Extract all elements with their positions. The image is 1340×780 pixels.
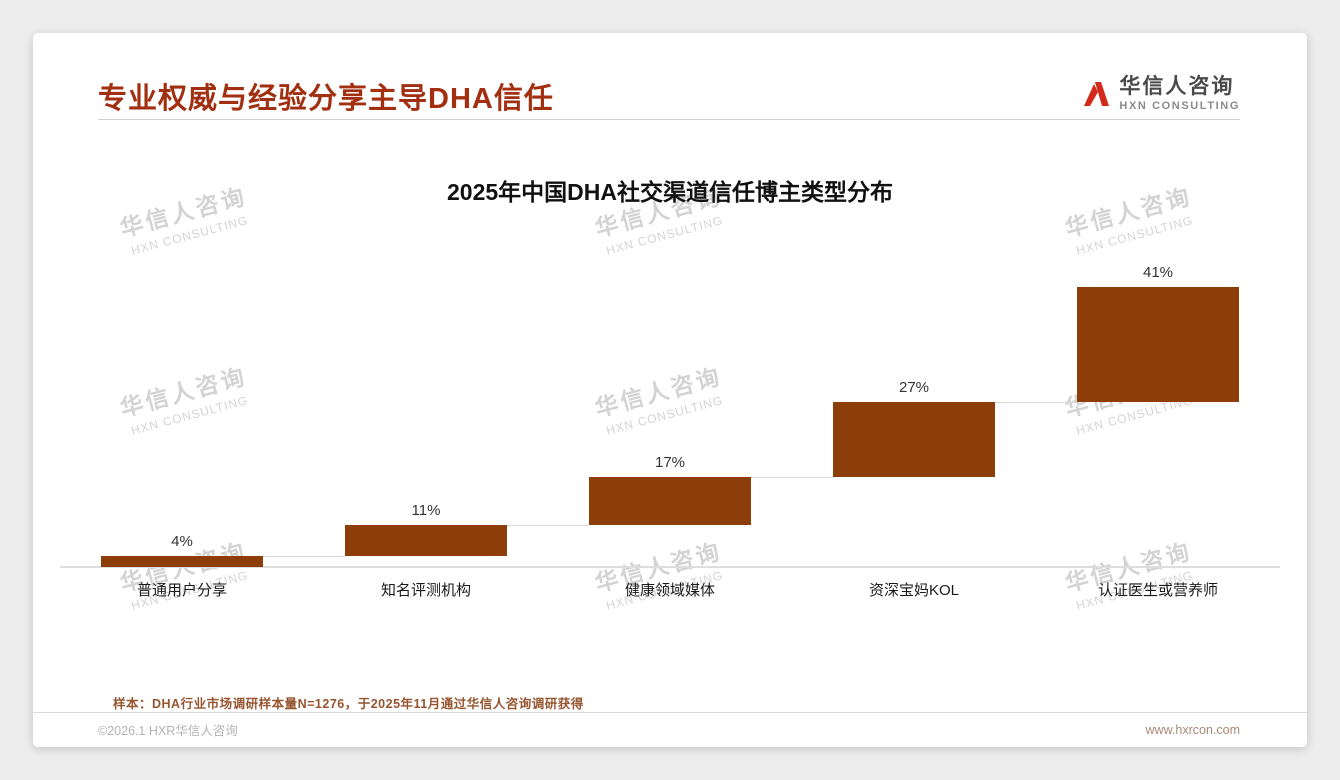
sample-note: 样本：DHA行业市场调研样本量N=1276，于2025年11月通过华信人咨询调研… bbox=[113, 697, 584, 711]
category-label-3: 资深宝妈KOL bbox=[868, 582, 959, 599]
category-label-2: 健康领域媒体 bbox=[624, 582, 715, 599]
value-label-2: 17% bbox=[654, 454, 686, 472]
slide-card: 华信人咨询 HXN CONSULTING 华信人咨询 HXN CONSULTING 华信… bbox=[33, 33, 1307, 747]
chart-title: 2025年中国DHA社交渠道信任博主类型分布 bbox=[447, 179, 893, 205]
brand-name: 华信人咨询 bbox=[1119, 75, 1235, 98]
value-label-4: 41% bbox=[1142, 264, 1174, 281]
bar-3 bbox=[833, 401, 995, 478]
connector-line bbox=[507, 525, 589, 526]
category-label-1: 知名评测机构 bbox=[380, 582, 471, 599]
brand-subtitle: HXN CONSULTING bbox=[1119, 100, 1240, 113]
value-label-0: 4% bbox=[171, 532, 193, 550]
connector-line bbox=[751, 477, 833, 479]
category-label-0: 普通用户分享 bbox=[136, 582, 227, 599]
footer-divider bbox=[33, 712, 1307, 713]
footer-row: ©2026.1 HXR华信人咨询 www.hxrcon.com bbox=[98, 720, 1240, 739]
brand-logo: 华信人咨询 HXN CONSULTING bbox=[1082, 75, 1240, 112]
page-title: 专业权威与经验分享主导DHA信任 bbox=[98, 83, 554, 115]
website-link[interactable]: www.hxrcon.com bbox=[1145, 722, 1240, 737]
watermark-line2: HXN CONSULTING bbox=[1074, 213, 1195, 258]
x-axis-line bbox=[60, 566, 1280, 568]
connector-line bbox=[263, 555, 345, 557]
waterfall-chart: 4% 普通用户分享 11% 知名评测机构 17% 健康领域媒体 27% 资深宝妈KOL 41% 认… bbox=[60, 264, 1280, 599]
bar-1 bbox=[345, 525, 507, 556]
category-label-4: 认证医生或营养师 bbox=[1097, 582, 1218, 599]
copyright: ©2026.1 HXR华信人咨询 bbox=[98, 724, 238, 738]
bar-4 bbox=[1077, 287, 1239, 402]
watermark-line2: HXN CONSULTING bbox=[129, 213, 250, 258]
bar-0 bbox=[101, 555, 263, 567]
watermark-line2: HXN CONSULTING bbox=[604, 213, 725, 258]
brand-logo-icon bbox=[1082, 80, 1110, 108]
value-label-1: 11% bbox=[411, 502, 441, 519]
bar-2 bbox=[589, 477, 751, 525]
value-label-3: 27% bbox=[898, 378, 930, 396]
header-divider bbox=[98, 119, 1240, 120]
connector-line bbox=[995, 401, 1077, 403]
